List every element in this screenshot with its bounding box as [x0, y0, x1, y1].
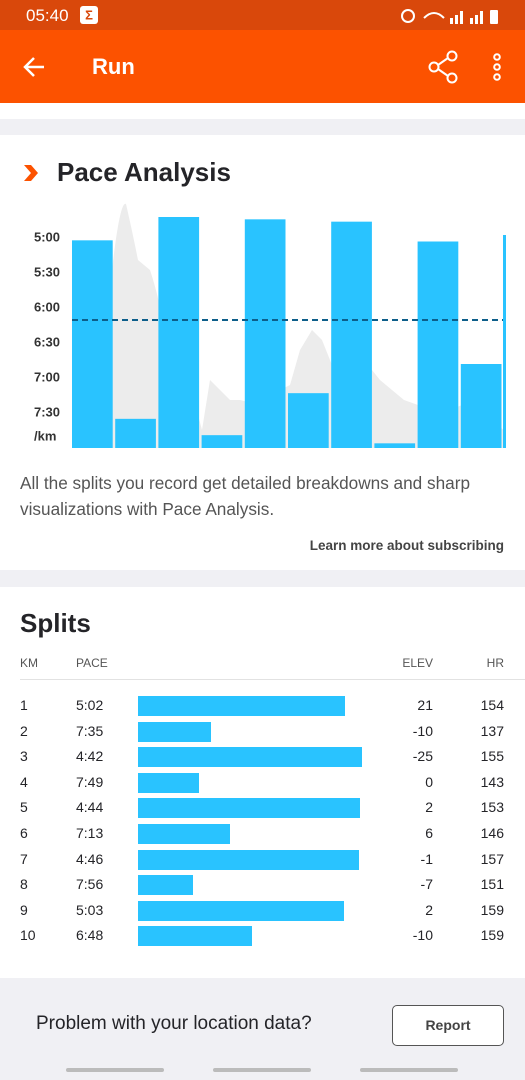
column-header: KM	[20, 656, 38, 670]
y-tick-label: 5:30	[34, 264, 60, 279]
split-cell: 143	[480, 773, 504, 790]
split-bar	[138, 798, 361, 819]
top-spacer	[0, 103, 525, 119]
split-bar	[138, 824, 231, 844]
split-cell: 151	[480, 876, 504, 893]
status-icon: Σ	[80, 6, 98, 24]
column-header: ELEV	[402, 656, 433, 670]
partial-split-bar	[503, 235, 506, 448]
column-header: HR	[486, 656, 504, 670]
split-cell: 4:42	[76, 748, 104, 765]
split-bar	[138, 721, 212, 742]
split-bar	[138, 849, 359, 870]
split-cell: 7:13	[76, 825, 104, 841]
section-title: Pace Analysis	[57, 157, 231, 187]
split-cell: 7	[20, 850, 28, 867]
split-bar	[138, 900, 344, 921]
split-bar	[138, 747, 363, 768]
location-question: Problem with your location data?	[36, 1013, 312, 1034]
split-cell: 7:56	[76, 876, 104, 893]
pace-bar	[288, 393, 329, 448]
pace-bar	[331, 221, 372, 448]
split-cell: -10	[412, 722, 433, 739]
split-cell: -7	[420, 876, 433, 893]
split-cell: 6	[20, 825, 28, 841]
pace-chart: /km 5:00 5:30 6:00 6:30 7:00 7:30	[34, 203, 506, 448]
split-cell: 7:49	[76, 773, 104, 790]
split-cell: 2	[425, 901, 433, 918]
split-cell: -10	[412, 927, 433, 944]
split-cell: 159	[480, 927, 504, 944]
split-cell: 1	[20, 697, 28, 713]
split-cell: 4:44	[76, 799, 104, 816]
y-tick-label: 7:30	[34, 404, 60, 419]
share-button[interactable]	[428, 50, 460, 84]
split-cell: 9	[20, 901, 28, 918]
split-cell: 3	[20, 748, 28, 765]
pace-bar	[244, 219, 286, 448]
app-title: Run	[92, 54, 135, 79]
nav-indicator	[66, 1068, 164, 1072]
split-cell: 10	[20, 927, 36, 944]
description: All the splits you record get detailed b…	[20, 473, 471, 519]
y-unit: /km	[34, 428, 56, 443]
split-cell: 6	[425, 825, 433, 841]
split-cell: 6:48	[76, 927, 104, 944]
split-cell: 7:35	[76, 722, 104, 739]
split-bar	[138, 772, 200, 793]
split-cell: -1	[420, 850, 433, 867]
y-tick-label: 7:00	[34, 369, 60, 384]
split-cell: -25	[412, 748, 433, 765]
split-cell: 153	[480, 799, 504, 816]
split-cell: 155	[480, 748, 504, 765]
y-tick-label: 5:00	[34, 229, 60, 244]
split-cell: 4:46	[76, 850, 104, 867]
status-bar: 05:40 Σ	[0, 0, 525, 30]
split-cell: 157	[480, 850, 504, 867]
pace-bar	[158, 217, 200, 448]
split-bar	[138, 926, 253, 947]
split-cell: 146	[480, 825, 504, 841]
pace-bar	[115, 418, 156, 448]
subscribe-link[interactable]: Learn more about subscribing	[309, 538, 504, 553]
column-header: PACE	[76, 656, 108, 670]
split-cell: 2	[425, 799, 433, 816]
split-cell: 5	[20, 799, 28, 816]
y-tick-label: 6:30	[34, 334, 60, 349]
split-cell: 159	[480, 901, 504, 918]
split-cell: 5:03	[76, 901, 104, 918]
pace-bar	[417, 241, 459, 448]
split-cell: 5:02	[76, 697, 104, 713]
split-cell: 154	[480, 697, 504, 713]
header-divider	[20, 679, 525, 680]
y-tick-label: 6:00	[34, 299, 60, 314]
pace-bar	[201, 435, 243, 448]
pace-bar	[460, 364, 502, 448]
svg-text:Σ: Σ	[85, 7, 93, 22]
app-bar: Run	[0, 30, 525, 103]
pace-bar	[374, 443, 416, 448]
split-cell: 21	[417, 697, 433, 713]
split-cell: 137	[480, 722, 504, 739]
nav-indicator	[360, 1068, 458, 1072]
nav-indicator	[213, 1068, 311, 1072]
status-icons	[401, 9, 498, 24]
split-bar	[138, 875, 193, 896]
brand-chevron	[24, 165, 38, 181]
splits-title: Splits	[20, 608, 91, 638]
more-button[interactable]	[490, 52, 504, 82]
split-bar	[138, 696, 345, 716]
split-cell: 8	[20, 876, 28, 893]
split-cell: 4	[20, 773, 28, 790]
pace-bar	[72, 240, 113, 448]
report-button[interactable]: Report	[392, 1005, 504, 1046]
split-cell: 0	[425, 773, 433, 790]
status-time: 05:40	[26, 6, 69, 25]
split-cell: 2	[20, 722, 28, 739]
back-button[interactable]	[22, 54, 48, 80]
